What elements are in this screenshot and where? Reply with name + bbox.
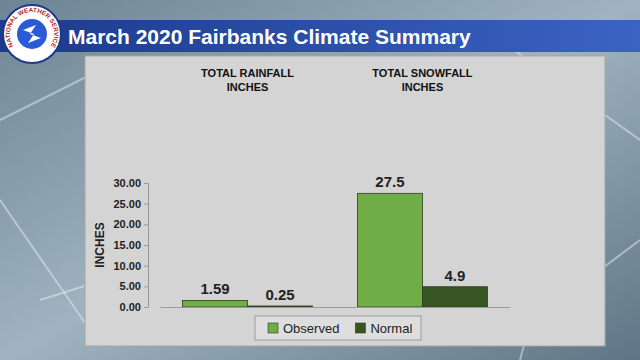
legend-swatch: [355, 323, 365, 333]
legend: Observed Normal: [255, 316, 421, 340]
bars: [183, 193, 488, 307]
bar: [183, 300, 248, 307]
title: March 2020 Fairbanks Climate Summary: [68, 25, 471, 48]
data-label: 0.25: [265, 286, 294, 303]
y-tick-mark: [144, 204, 148, 205]
y-tick-label: 15.00: [113, 239, 141, 251]
bar: [248, 306, 313, 307]
panel: [85, 56, 605, 346]
logo: NATIONAL WEATHER SERVICE: [3, 5, 61, 63]
data-label: 4.9: [445, 267, 466, 284]
y-axis: 0.00 5.00 10.00 15.00 20.00 25.00 30.00: [113, 177, 148, 313]
legend-label: Normal: [370, 321, 412, 336]
y-tick: 20.00: [113, 218, 148, 230]
x-axis-line: [161, 307, 511, 308]
y-tick-mark: [144, 307, 148, 308]
y-tick-mark: [144, 286, 148, 287]
bar: [357, 193, 422, 307]
crack-line: [0, 200, 90, 330]
background: [0, 0, 640, 360]
y-tick-label: 25.00: [113, 198, 141, 210]
y-tick-mark: [144, 266, 148, 267]
y-tick: 0.00: [120, 301, 148, 313]
svg-text:NATIONAL WEATHER SERVICE: NATIONAL WEATHER SERVICE: [4, 6, 60, 49]
y-tick-label: 30.00: [113, 177, 141, 189]
category-label: TOTAL RAINFALLINCHES: [201, 67, 294, 93]
y-tick: 15.00: [113, 239, 148, 251]
legend-swatch: [268, 323, 278, 333]
y-tick-label: 20.00: [113, 218, 141, 230]
y-tick: 25.00: [113, 198, 148, 210]
logo-bolt: [23, 25, 41, 43]
y-tick: 10.00: [113, 260, 148, 272]
y-tick-mark: [144, 245, 148, 246]
background-cracks: [0, 40, 640, 360]
chart-svg: March 2020 Fairbanks Climate Summary NATI…: [0, 0, 640, 360]
y-tick-mark: [144, 183, 148, 184]
y-tick-mark: [144, 224, 148, 225]
y-tick: 5.00: [120, 280, 148, 292]
data-label: 1.59: [200, 280, 229, 297]
header-band: [0, 20, 640, 52]
y-tick-label: 10.00: [113, 260, 141, 272]
logo-center: [17, 19, 47, 49]
y-axis-title: INCHES: [93, 222, 107, 267]
logo-ring: [3, 5, 61, 63]
bar: [422, 287, 487, 307]
data-label: 27.5: [375, 173, 404, 190]
y-tick: 30.00: [113, 177, 148, 189]
logo-text: NATIONAL WEATHER SERVICE: [4, 6, 60, 49]
y-tick-label: 0.00: [120, 301, 141, 313]
legend-box: [255, 316, 421, 340]
y-axis-line: [144, 184, 149, 308]
y-tick-label: 5.00: [120, 280, 141, 292]
data-labels: 1.59 27.5 0.25 4.9: [200, 173, 465, 303]
category-label: TOTAL SNOWFALLINCHES: [372, 67, 472, 93]
legend-label: Observed: [283, 321, 339, 336]
